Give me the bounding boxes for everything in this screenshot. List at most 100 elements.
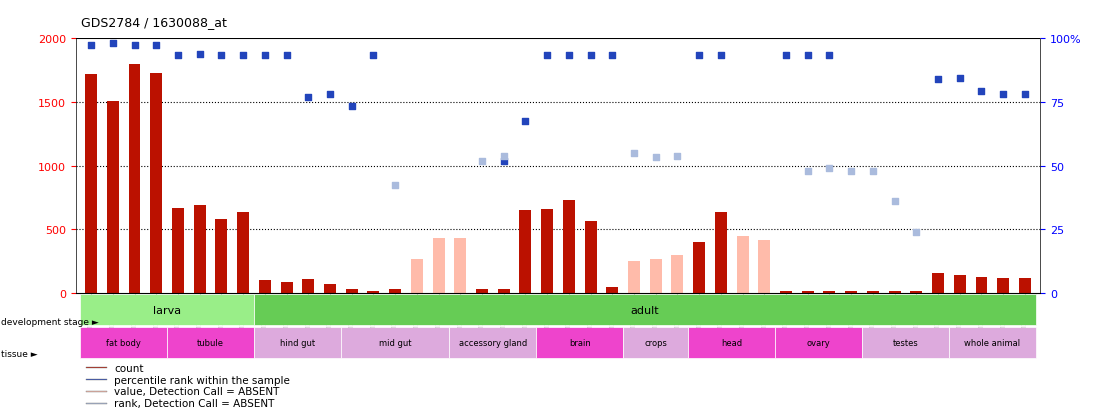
Point [147,42,165,49]
Point [843,168,860,175]
Point [256,52,273,59]
Text: accessory gland: accessory gland [459,338,527,347]
Point [234,52,252,59]
Point [994,92,1012,98]
Bar [254,294,1036,325]
Point [278,52,296,59]
Bar [975,277,988,294]
Bar [824,291,836,294]
Text: ovary: ovary [807,338,830,347]
Bar [780,291,792,294]
Bar [954,275,965,294]
Point [494,158,512,164]
Bar [215,220,228,294]
Point [299,95,317,101]
Point [886,199,904,205]
Bar [715,212,727,294]
Point [581,52,599,59]
Bar [107,102,118,294]
Point [169,52,186,59]
Bar [845,291,857,294]
Bar [628,262,639,294]
Point [365,52,383,59]
Point [930,76,947,83]
Point [473,158,491,164]
Point [83,42,100,49]
Bar [606,287,618,294]
Text: value, Detection Call = ABSENT: value, Detection Call = ABSENT [115,387,280,396]
Bar [85,75,97,294]
Point [820,52,838,59]
Text: crops: crops [644,338,667,347]
Bar [650,259,662,294]
Bar [801,291,814,294]
Bar [519,211,531,294]
Point [494,153,512,159]
Bar [128,65,141,294]
Text: GDS2784 / 1630088_at: GDS2784 / 1630088_at [81,16,228,29]
Point [321,92,339,98]
Bar [949,327,1036,358]
Text: larva: larva [153,305,181,315]
Bar [259,281,271,294]
Bar [80,327,167,358]
Text: tissue ►: tissue ► [1,349,38,358]
Bar [411,259,423,294]
Bar [254,327,340,358]
Point [951,75,969,82]
Bar [672,255,683,294]
Point [864,168,882,175]
Bar [477,290,488,294]
Bar [737,236,749,294]
Bar [585,221,597,294]
Point [560,52,578,59]
Bar [623,327,689,358]
Bar [80,294,254,325]
Point [126,42,144,49]
Text: whole animal: whole animal [964,338,1020,347]
Bar [562,201,575,294]
Text: fat body: fat body [106,338,141,347]
Bar [998,278,1009,294]
Text: count: count [115,363,144,373]
Point [343,103,360,110]
Bar [1019,278,1031,294]
Point [777,52,795,59]
Point [647,154,665,161]
Point [799,168,817,175]
Text: hind gut: hind gut [280,338,315,347]
Bar [237,212,249,294]
Bar [862,327,949,358]
Text: percentile rank within the sample: percentile rank within the sample [115,375,290,385]
Point [212,52,230,59]
Point [712,52,730,59]
Bar [693,242,705,294]
Bar [172,208,184,294]
Bar [86,391,107,392]
Bar [776,327,862,358]
Bar [86,379,107,380]
Bar [346,290,357,294]
Text: rank, Detection Call = ABSENT: rank, Detection Call = ABSENT [115,399,275,408]
Bar [280,282,292,294]
Point [604,52,622,59]
Bar [498,290,510,294]
Bar [433,239,444,294]
Point [690,52,708,59]
Point [538,52,556,59]
Text: tubule: tubule [198,338,224,347]
Point [517,119,535,125]
Point [668,153,686,159]
Bar [689,327,776,358]
Bar [541,209,554,294]
Bar [367,291,379,294]
Bar [932,273,944,294]
Bar [86,367,107,368]
Text: development stage ►: development stage ► [1,317,99,326]
Point [625,150,643,157]
Bar [151,74,162,294]
Text: testes: testes [893,338,918,347]
Bar [194,206,205,294]
Bar [324,285,336,294]
Bar [167,327,254,358]
